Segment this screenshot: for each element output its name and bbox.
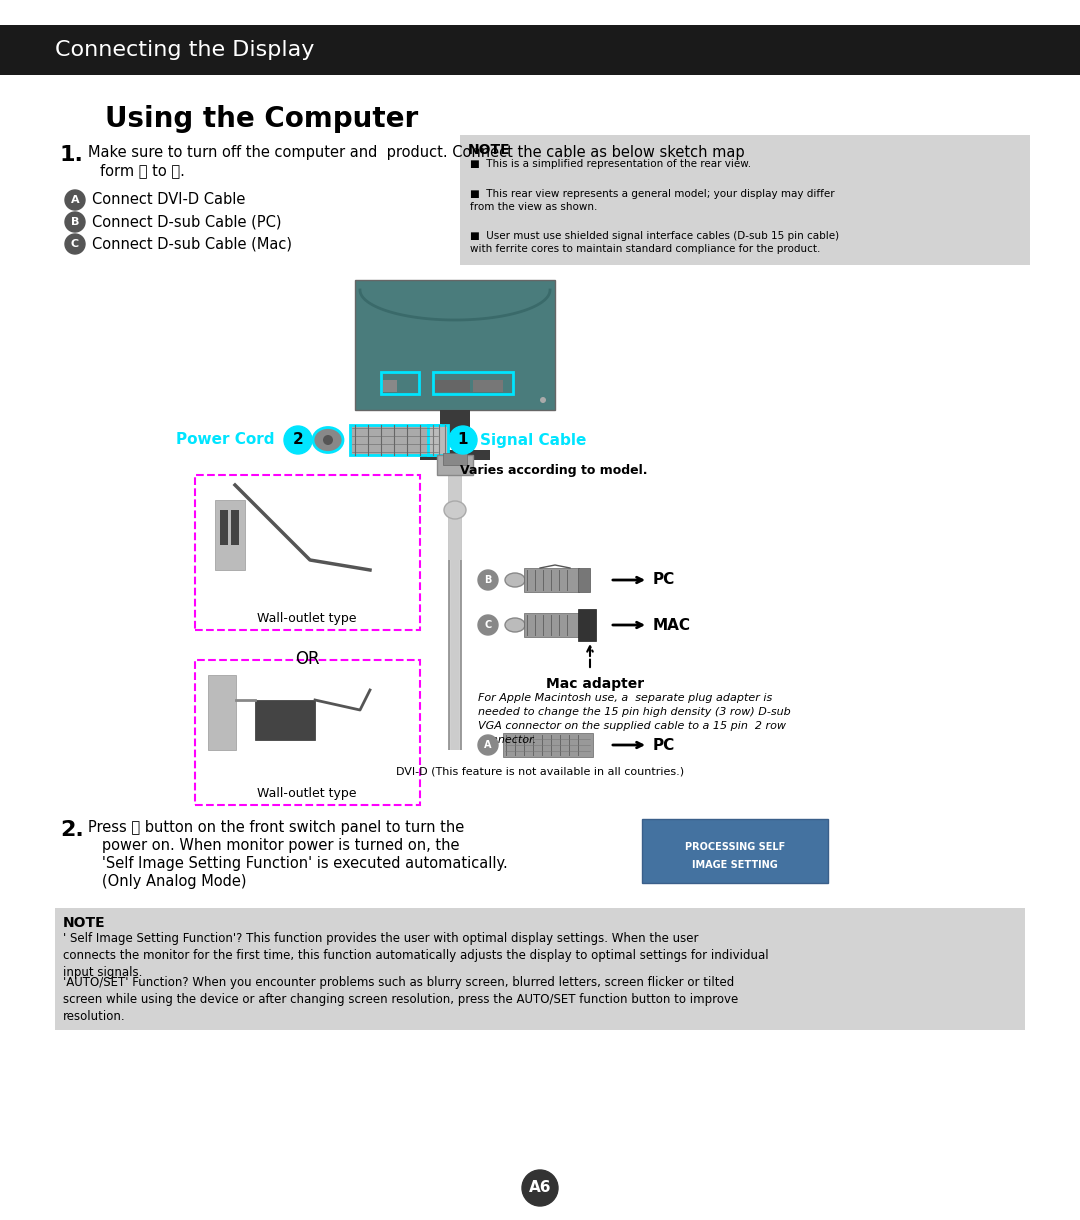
Text: B: B (71, 217, 79, 227)
Bar (440, 410, 470, 436)
Text: Connect DVI-D Cable: Connect DVI-D Cable (92, 193, 245, 207)
Text: 2: 2 (293, 433, 303, 448)
Text: DVI-D (This feature is not available in all countries.): DVI-D (This feature is not available in … (396, 767, 684, 777)
Bar (503, 733, 593, 756)
Text: Wall-outlet type: Wall-outlet type (257, 612, 356, 625)
Text: Power Cord: Power Cord (176, 433, 275, 448)
Text: Wall-outlet type: Wall-outlet type (257, 787, 356, 800)
Text: 1.: 1. (60, 145, 84, 165)
Text: For Apple Macintosh use, a  separate plug adapter is
needed to change the 15 pin: For Apple Macintosh use, a separate plug… (478, 693, 791, 745)
Text: form ⓐ to ⓑ.: form ⓐ to ⓑ. (100, 163, 185, 178)
Text: MAC: MAC (653, 617, 691, 632)
Bar (437, 455, 473, 475)
Bar (524, 569, 579, 592)
Text: power on. When monitor power is turned on, the: power on. When monitor power is turned o… (87, 838, 459, 853)
Circle shape (478, 734, 498, 755)
FancyBboxPatch shape (195, 660, 420, 805)
Text: PC: PC (653, 738, 675, 753)
Bar (208, 675, 237, 750)
Text: Connecting the Display: Connecting the Display (55, 40, 314, 60)
Text: NOTE: NOTE (468, 143, 511, 157)
Circle shape (478, 570, 498, 590)
Text: Using the Computer: Using the Computer (105, 105, 418, 133)
Ellipse shape (313, 427, 343, 453)
Bar (433, 372, 513, 394)
Circle shape (478, 615, 498, 634)
FancyBboxPatch shape (195, 475, 420, 630)
Text: IMAGE SETTING: IMAGE SETTING (692, 860, 778, 870)
Circle shape (540, 396, 546, 403)
Text: ' Self Image Setting Function'? This function provides the user with optimal dis: ' Self Image Setting Function'? This fun… (63, 932, 769, 978)
Text: C: C (71, 239, 79, 249)
FancyBboxPatch shape (428, 425, 448, 455)
Bar (443, 453, 467, 465)
Circle shape (522, 1170, 558, 1207)
Text: 1: 1 (458, 433, 469, 448)
Circle shape (65, 234, 85, 254)
Bar (255, 700, 315, 741)
Text: ■  This rear view represents a general model; your display may differ
from the v: ■ This rear view represents a general mo… (470, 189, 835, 212)
Text: NOTE: NOTE (63, 916, 106, 930)
Text: A: A (70, 195, 79, 205)
Bar (578, 569, 590, 592)
Bar (383, 379, 397, 392)
FancyBboxPatch shape (350, 425, 440, 455)
Text: PC: PC (653, 572, 675, 588)
Text: Press ⏻ button on the front switch panel to turn the: Press ⏻ button on the front switch panel… (87, 820, 464, 834)
Bar (420, 450, 490, 460)
Ellipse shape (505, 619, 525, 632)
FancyBboxPatch shape (460, 135, 1030, 265)
FancyBboxPatch shape (355, 281, 555, 410)
Text: Varies according to model.: Varies according to model. (460, 464, 648, 477)
Bar (473, 379, 503, 392)
FancyBboxPatch shape (642, 819, 828, 883)
Circle shape (449, 426, 477, 454)
Text: B: B (484, 575, 491, 586)
Text: Signal Cable: Signal Cable (480, 433, 586, 448)
Bar (524, 612, 579, 637)
Circle shape (65, 212, 85, 232)
Text: OR: OR (295, 650, 320, 669)
Text: A: A (484, 741, 491, 750)
Bar (220, 510, 228, 545)
Text: C: C (484, 620, 491, 630)
Text: Make sure to turn off the computer and  product. Connect the cable as below sket: Make sure to turn off the computer and p… (87, 145, 744, 160)
Text: Mac adapter: Mac adapter (545, 677, 644, 691)
FancyBboxPatch shape (0, 24, 1080, 74)
Circle shape (284, 426, 312, 454)
Bar (215, 500, 245, 570)
Text: A6: A6 (529, 1181, 551, 1196)
Bar (231, 510, 239, 545)
Ellipse shape (505, 573, 525, 587)
Text: 'Self Image Setting Function' is executed automatically.: 'Self Image Setting Function' is execute… (87, 856, 508, 871)
Text: ■  User must use shielded signal interface cables (D-sub 15 pin cable)
with ferr: ■ User must use shielded signal interfac… (470, 231, 839, 254)
FancyBboxPatch shape (55, 908, 1025, 1030)
Text: (Only Analog Mode): (Only Analog Mode) (87, 874, 246, 889)
Text: PROCESSING SELF: PROCESSING SELF (685, 842, 785, 852)
Circle shape (323, 436, 333, 445)
Text: Connect D-sub Cable (PC): Connect D-sub Cable (PC) (92, 215, 282, 229)
Circle shape (65, 190, 85, 210)
Ellipse shape (444, 501, 465, 518)
Bar (435, 379, 470, 392)
Text: 'AUTO/SET' Function? When you encounter problems such as blurry screen, blurred : 'AUTO/SET' Function? When you encounter … (63, 976, 739, 1024)
Text: ■  This is a simplified representation of the rear view.: ■ This is a simplified representation of… (470, 159, 751, 170)
Bar (578, 609, 596, 640)
Text: 2.: 2. (60, 820, 84, 841)
Text: Connect D-sub Cable (Mac): Connect D-sub Cable (Mac) (92, 237, 292, 251)
Bar (381, 372, 419, 394)
